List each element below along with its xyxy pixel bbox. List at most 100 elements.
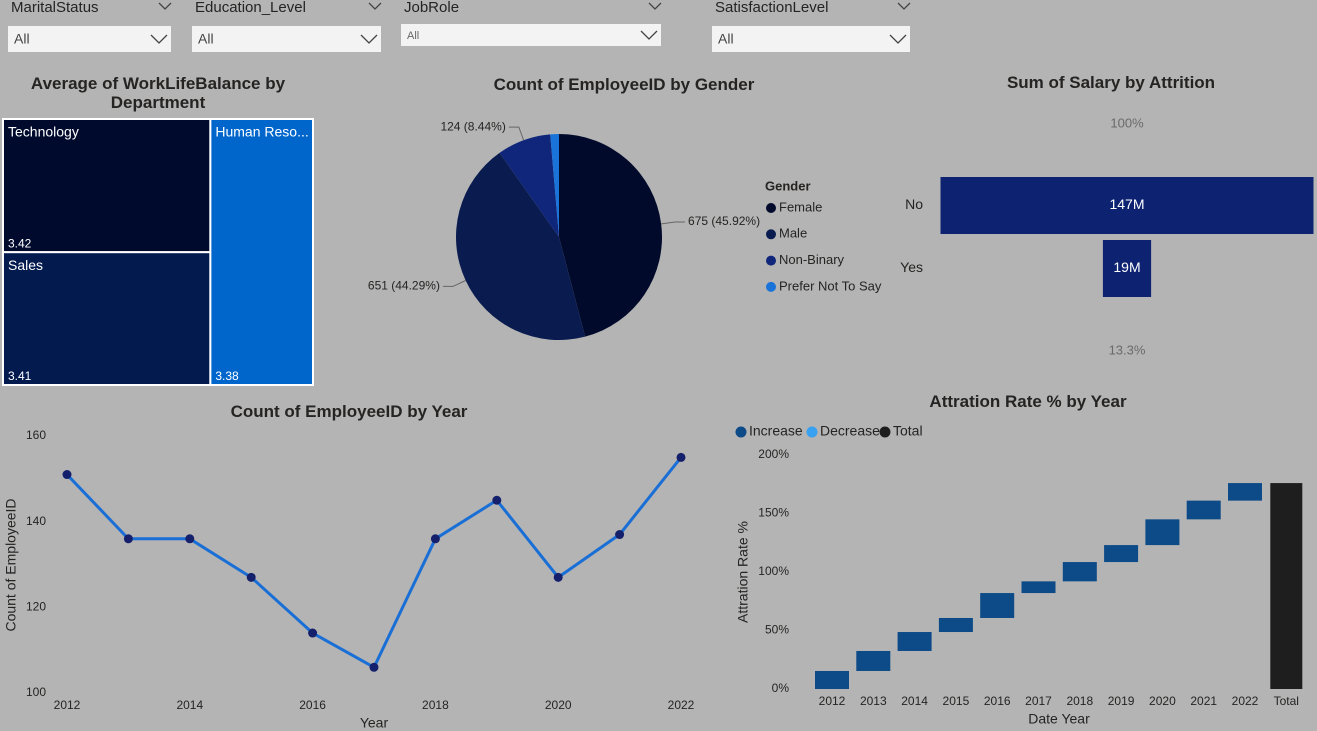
waterfall-bar[interactable] (897, 632, 932, 651)
line-marker[interactable] (62, 470, 72, 480)
legend-marker (766, 281, 776, 292)
y-tick-label: 50% (765, 623, 789, 637)
category-label: Yes (900, 259, 923, 275)
waterfall-bar[interactable] (1145, 519, 1180, 546)
funnel-bar[interactable] (1102, 240, 1152, 297)
chart-title: Count of EmployeeID by Year (230, 402, 468, 421)
waterfall-bar[interactable] (980, 593, 1015, 618)
slicer-box[interactable] (712, 26, 910, 52)
line (65, 456, 683, 669)
x-axis-title: Year (360, 715, 389, 731)
legend-marker (766, 229, 776, 240)
treemap-tile[interactable] (2, 118, 212, 254)
y-axis-title: Count of EmployeeID (3, 498, 19, 631)
waterfall-bar[interactable] (1062, 562, 1097, 582)
treemap-tile[interactable] (2, 251, 212, 386)
waterfall-bar[interactable] (1104, 545, 1139, 563)
x-tick-label: 2022 (668, 698, 695, 712)
waterfall-bar[interactable] (1228, 483, 1262, 501)
y-tick-label: 140 (26, 514, 46, 528)
pie-slice[interactable] (550, 134, 559, 237)
x-axis-title: Date Year (1028, 711, 1090, 727)
line-marker[interactable] (492, 495, 502, 505)
slicer-value: All (718, 31, 734, 47)
line-marker[interactable] (246, 572, 256, 582)
chevron (640, 30, 658, 40)
legend-label: Prefer Not To Say (779, 278, 882, 293)
slicer-box[interactable] (401, 24, 661, 46)
chart-title: Average of WorkLifeBalance by Department (30, 74, 286, 112)
data-label: 147M (1109, 196, 1144, 212)
x-tick-label: 2018 (422, 698, 449, 712)
waterfall-bar[interactable] (815, 670, 849, 689)
legend-title: Gender (765, 178, 811, 193)
waterfall-bar[interactable] (1270, 483, 1303, 689)
legend-marker (806, 426, 818, 438)
funnel-bar[interactable] (940, 177, 1314, 234)
pie-slice[interactable] (456, 152, 586, 340)
leader-line (442, 280, 466, 287)
x-tick-label: Total (1274, 694, 1299, 708)
legend-marker (879, 426, 891, 438)
leader-line (661, 221, 686, 225)
slicer-label: MaritalStatus (11, 0, 99, 16)
pie-slice[interactable] (559, 134, 662, 337)
chart-title: Count of EmployeeID by Gender (493, 75, 755, 94)
y-tick-label: 150% (758, 506, 789, 520)
legend-label: Increase (749, 423, 803, 439)
y-tick-label: 100% (758, 564, 789, 578)
line-marker[interactable] (308, 628, 318, 638)
legend-marker (766, 203, 776, 213)
x-tick-label: 2015 (943, 694, 970, 708)
line-marker[interactable] (553, 572, 563, 582)
waterfall-bar[interactable] (1021, 581, 1056, 594)
category-label: No (905, 196, 923, 212)
x-tick-label: 2019 (1108, 694, 1135, 708)
legend-marker (735, 426, 747, 438)
x-tick-label: 2016 (299, 698, 326, 712)
slicer-label: JobRole (404, 0, 459, 16)
x-tick-label: 2013 (860, 694, 887, 708)
data-label: 124 (8.44%) (440, 119, 505, 133)
x-tick-label: 2012 (54, 698, 81, 712)
data-label: 675 (45.92%) (688, 214, 760, 228)
y-tick-label: 120 (26, 600, 46, 614)
waterfall-bar[interactable] (938, 617, 973, 633)
line-marker[interactable] (185, 534, 195, 544)
pie-slice[interactable] (499, 134, 559, 237)
slicer-value: All (14, 31, 30, 47)
chart-title: Attration Rate % by Year (929, 392, 1127, 411)
x-tick-label: 2018 (1066, 694, 1093, 708)
legend-label: Decrease (820, 423, 880, 439)
chevron (158, 2, 172, 10)
line-marker[interactable] (615, 530, 625, 540)
leader-line (508, 126, 525, 141)
y-tick-label: 0% (772, 681, 790, 695)
waterfall-bar[interactable] (1186, 500, 1221, 520)
data-label: 19M (1113, 259, 1140, 275)
tile-value: 3.41 (8, 369, 32, 383)
chevron (150, 34, 168, 44)
x-tick-label: 2022 (1232, 694, 1259, 708)
x-tick-label: 2012 (819, 694, 846, 708)
waterfall-bar[interactable] (856, 650, 891, 671)
line-marker[interactable] (676, 452, 686, 462)
chevron (889, 34, 907, 44)
x-tick-label: 2017 (1025, 694, 1052, 708)
legend-label: Total (893, 423, 923, 439)
top-label: 100% (1110, 115, 1144, 130)
legend-marker (766, 255, 776, 266)
legend-label: Female (779, 199, 822, 214)
x-tick-label: 2020 (1149, 694, 1176, 708)
treemap-tile[interactable] (209, 118, 314, 386)
chart-title: Sum of Salary by Attrition (1006, 73, 1216, 92)
y-tick-label: 160 (26, 428, 46, 442)
slicer-label: SatisfactionLevel (715, 0, 828, 16)
slicer-box[interactable] (192, 26, 381, 52)
line-marker[interactable] (430, 534, 440, 544)
slicer-box[interactable] (8, 26, 171, 52)
x-tick-label: 2014 (176, 698, 203, 712)
line-marker[interactable] (369, 662, 379, 672)
line-marker[interactable] (123, 534, 133, 544)
